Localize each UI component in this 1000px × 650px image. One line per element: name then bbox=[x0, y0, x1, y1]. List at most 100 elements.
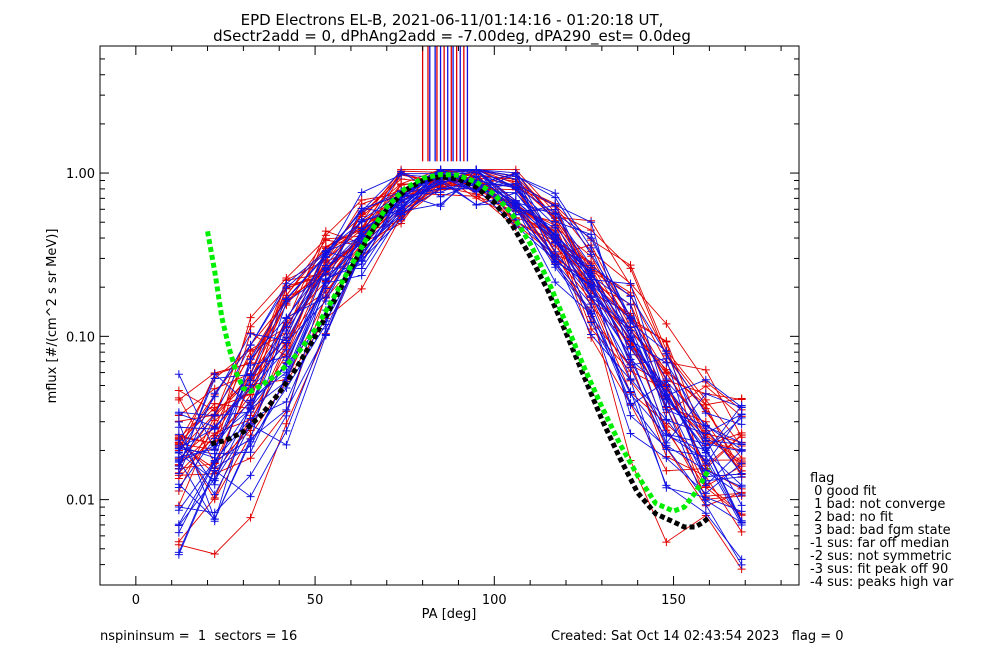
data-point bbox=[321, 274, 330, 283]
x-axis: 0 50 100 150 bbox=[132, 46, 782, 608]
data-point bbox=[551, 278, 560, 287]
chart-subtitle: dSectr2add = 0, dPhAng2add = -7.00deg, d… bbox=[213, 27, 691, 46]
y-axis: 1.00 0.10 0.01 bbox=[66, 45, 799, 586]
data-point bbox=[357, 206, 366, 215]
x-axis-label: PA [deg] bbox=[422, 607, 477, 622]
data-point bbox=[737, 560, 746, 569]
data-point bbox=[626, 292, 635, 301]
data-point bbox=[282, 294, 291, 303]
data-point bbox=[472, 201, 481, 210]
plot-frame bbox=[99, 45, 800, 586]
data-point bbox=[737, 447, 746, 456]
data-point bbox=[282, 411, 291, 420]
data-point bbox=[174, 386, 183, 395]
data-point bbox=[246, 341, 255, 350]
data-point bbox=[174, 520, 183, 529]
data-point bbox=[174, 409, 183, 418]
data-point bbox=[551, 201, 560, 210]
data-point bbox=[210, 374, 219, 383]
x-tick-label: 150 bbox=[661, 593, 686, 608]
series-blue bbox=[174, 172, 746, 453]
data-point bbox=[662, 445, 671, 454]
series-blue bbox=[174, 175, 746, 455]
data-point bbox=[662, 375, 671, 384]
x-tick-label: 0 bbox=[132, 593, 140, 608]
data-point bbox=[701, 434, 710, 443]
data-point bbox=[662, 319, 671, 328]
series-line bbox=[178, 171, 742, 474]
data-point bbox=[174, 537, 183, 546]
series-line bbox=[178, 184, 742, 458]
series-line bbox=[178, 177, 743, 526]
data-series bbox=[174, 165, 746, 574]
y-tick-label: 0.10 bbox=[66, 330, 95, 345]
data-point bbox=[472, 168, 481, 177]
data-point bbox=[246, 354, 255, 363]
data-point bbox=[737, 527, 746, 536]
data-point bbox=[174, 548, 183, 557]
data-point bbox=[737, 507, 746, 516]
data-point bbox=[587, 310, 596, 319]
data-point bbox=[321, 227, 330, 236]
data-point bbox=[246, 492, 255, 501]
data-point bbox=[397, 170, 406, 179]
data-point bbox=[701, 422, 710, 431]
data-point bbox=[511, 204, 520, 213]
data-point bbox=[282, 440, 291, 449]
data-point bbox=[587, 218, 596, 227]
data-point bbox=[436, 202, 445, 211]
data-point bbox=[246, 442, 255, 451]
data-point bbox=[587, 330, 596, 339]
data-point bbox=[246, 471, 255, 480]
data-point bbox=[210, 453, 219, 462]
data-point bbox=[551, 189, 560, 198]
data-point bbox=[737, 410, 746, 419]
legend-entry: 3 bad: bad fgm state bbox=[810, 523, 951, 538]
data-point bbox=[701, 400, 710, 409]
data-point bbox=[626, 375, 635, 384]
data-point bbox=[357, 284, 366, 293]
data-point bbox=[737, 438, 746, 447]
data-point bbox=[210, 490, 219, 499]
data-point bbox=[587, 261, 596, 270]
data-point bbox=[210, 403, 219, 412]
series-line bbox=[178, 181, 742, 521]
data-point bbox=[174, 370, 183, 379]
data-point bbox=[626, 279, 635, 288]
data-point bbox=[397, 215, 406, 224]
data-point bbox=[626, 300, 635, 309]
y-axis-label: mflux [#/(cm^2 s sr MeV)] bbox=[45, 229, 60, 404]
series-red bbox=[174, 176, 746, 574]
data-point bbox=[701, 448, 710, 457]
data-point bbox=[246, 313, 255, 322]
data-point bbox=[626, 323, 635, 332]
data-point bbox=[282, 313, 291, 322]
data-point bbox=[626, 264, 635, 273]
data-point bbox=[210, 508, 219, 517]
data-point bbox=[701, 365, 710, 374]
data-point bbox=[737, 490, 746, 499]
data-point bbox=[511, 184, 520, 193]
data-point bbox=[174, 395, 183, 404]
series-line bbox=[178, 169, 742, 492]
y-tick-label: 0.01 bbox=[66, 494, 95, 509]
data-point bbox=[662, 390, 671, 399]
flag-legend: flag 0 good fit 1 bad: not converge 2 ba… bbox=[810, 471, 954, 590]
series-line bbox=[178, 169, 743, 465]
series-red bbox=[174, 165, 746, 454]
series-line bbox=[178, 173, 742, 455]
data-point bbox=[662, 454, 671, 463]
series-red bbox=[174, 165, 746, 546]
data-point bbox=[587, 243, 596, 252]
data-point bbox=[357, 232, 366, 241]
data-point bbox=[701, 389, 710, 398]
data-point bbox=[511, 172, 520, 181]
data-point bbox=[626, 355, 635, 364]
data-point bbox=[587, 300, 596, 309]
data-point bbox=[551, 221, 560, 230]
data-point bbox=[737, 481, 746, 490]
data-point bbox=[551, 231, 560, 240]
data-point bbox=[282, 426, 291, 435]
legend-entry: 2 bad: no fit bbox=[810, 510, 893, 525]
data-point bbox=[662, 466, 671, 475]
